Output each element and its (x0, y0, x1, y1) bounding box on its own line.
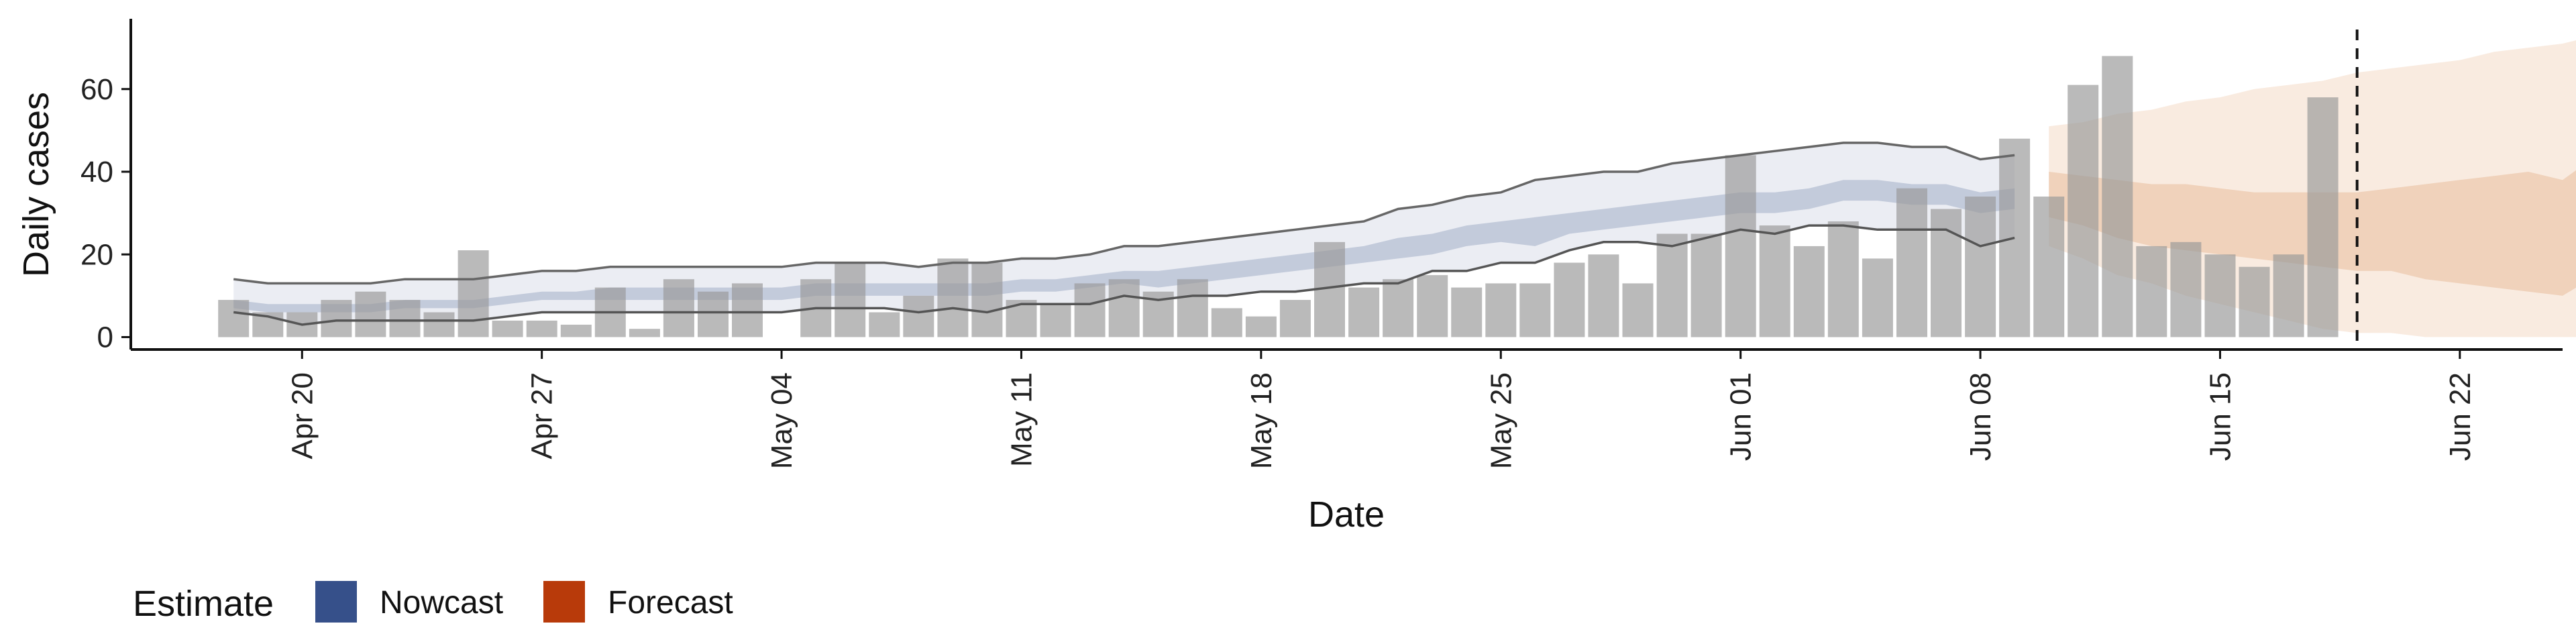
bar (629, 329, 660, 337)
bar (389, 300, 421, 337)
legend-title: Estimate (133, 584, 274, 624)
bar (1862, 258, 1893, 337)
x-axis-title: Date (1308, 494, 1385, 535)
y-tick-label: 0 (97, 321, 113, 354)
bar (1519, 283, 1551, 337)
bar (2307, 97, 2339, 337)
bar (1725, 155, 1756, 337)
bar (1279, 300, 1311, 337)
bar (2239, 266, 2270, 337)
bar (1793, 246, 1825, 337)
bar (2102, 56, 2133, 337)
nowcast-upper-line (233, 142, 2015, 285)
bar (1622, 283, 1654, 337)
bar (423, 312, 455, 337)
y-tick-label: 40 (80, 156, 113, 189)
bar (835, 262, 866, 337)
y-tick-label: 20 (80, 238, 113, 271)
bar (1690, 233, 1722, 337)
nowcast-inner-band (233, 180, 2015, 313)
bar (458, 250, 489, 337)
bar (2273, 254, 2304, 337)
bar (1827, 221, 1859, 337)
bar (732, 283, 763, 337)
x-tick-label: May 04 (765, 372, 798, 469)
bar (1896, 188, 1927, 337)
bar (1999, 138, 2031, 337)
bar (1074, 283, 1106, 337)
y-tick-label: 60 (80, 73, 113, 106)
bar (1383, 279, 1414, 337)
nowcast-lower-line (233, 224, 2015, 326)
x-tick-label: Jun 08 (1964, 372, 1997, 461)
bar (1177, 279, 1208, 337)
bar (663, 279, 694, 337)
bar (2136, 246, 2167, 337)
bar (1759, 225, 1790, 337)
legend: Estimate Nowcast Forecast (133, 581, 733, 624)
x-tick-label: May 11 (1005, 372, 1038, 467)
bar (1245, 316, 1277, 337)
bar (1965, 197, 1996, 337)
bar (560, 325, 592, 337)
x-tick-label: Jun 01 (1725, 372, 1758, 461)
bar (355, 291, 386, 337)
bar (971, 262, 1003, 337)
bar (2068, 85, 2099, 337)
bar (869, 312, 900, 337)
bar (526, 320, 557, 337)
bar (492, 320, 523, 337)
bar (2204, 254, 2236, 337)
x-tick-label: May 25 (1485, 372, 1517, 469)
x-axis-ticks: Apr 20 Apr 27 May 04 May 11 May 18 May 25 Jun … (286, 350, 2477, 469)
bar (937, 258, 969, 337)
bar (1211, 308, 1242, 337)
x-tick-label: Jun 15 (2204, 372, 2237, 461)
legend-swatch-nowcast (315, 581, 357, 623)
bar (1417, 275, 1448, 337)
bar (698, 291, 729, 337)
bar (1554, 262, 1585, 337)
bar (1108, 279, 1140, 337)
bar (2170, 241, 2202, 337)
y-axis-title: Daily cases (16, 92, 56, 277)
bar (2033, 197, 2065, 337)
bar (1040, 304, 1071, 337)
plot-area (218, 30, 2576, 350)
bar (1588, 254, 1619, 337)
bar (1485, 283, 1517, 337)
legend-swatch-forecast (543, 581, 585, 623)
bar (1348, 287, 1380, 337)
bar (903, 295, 934, 337)
bar (1451, 287, 1483, 337)
bar (1931, 209, 1962, 337)
bar (218, 300, 250, 337)
legend-label-nowcast: Nowcast (380, 585, 503, 621)
legend-label-forecast: Forecast (608, 585, 733, 621)
bar (321, 300, 352, 337)
x-tick-label: Apr 20 (286, 372, 319, 460)
x-tick-label: May 18 (1245, 372, 1278, 469)
bar (1656, 233, 1688, 337)
x-tick-label: Apr 27 (526, 372, 559, 460)
x-tick-label: Jun 22 (2444, 372, 2477, 461)
y-axis-ticks: 0 20 40 60 (80, 73, 131, 354)
